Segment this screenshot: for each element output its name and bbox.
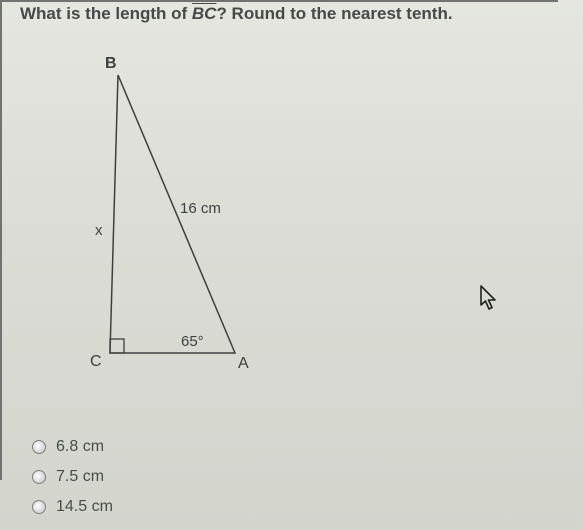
- vertex-label-c: C: [90, 353, 102, 371]
- answer-options: 6.8 cm 7.5 cm 14.5 cm: [32, 438, 113, 528]
- radio-icon[interactable]: [32, 440, 46, 454]
- radio-icon[interactable]: [32, 470, 46, 484]
- option-row[interactable]: 7.5 cm: [32, 468, 113, 486]
- question-prefix: What is the length of: [20, 4, 192, 23]
- option-row[interactable]: 6.8 cm: [32, 438, 113, 456]
- option-label: 14.5 cm: [56, 498, 113, 516]
- right-angle-marker: [110, 339, 124, 353]
- vertex-label-b: B: [105, 55, 117, 73]
- top-border: [0, 0, 558, 2]
- triangle-svg: [40, 55, 280, 375]
- radio-icon[interactable]: [32, 500, 46, 514]
- hypotenuse-label: 16 cm: [180, 200, 221, 217]
- cursor-icon: [480, 285, 500, 316]
- option-row[interactable]: 14.5 cm: [32, 498, 113, 516]
- vertex-label-a: A: [238, 355, 249, 373]
- question-text: What is the length of BC? Round to the n…: [20, 4, 453, 24]
- side-label-x: x: [95, 222, 103, 239]
- question-var: BC: [192, 4, 217, 23]
- option-label: 6.8 cm: [56, 438, 104, 456]
- page-container: What is the length of BC? Round to the n…: [0, 0, 583, 530]
- left-border: [0, 0, 2, 480]
- angle-label-a: 65°: [181, 333, 204, 350]
- question-suffix: ? Round to the nearest tenth.: [216, 4, 452, 23]
- option-label: 7.5 cm: [56, 468, 104, 486]
- triangle-diagram: B x 16 cm 65° C A: [40, 55, 280, 375]
